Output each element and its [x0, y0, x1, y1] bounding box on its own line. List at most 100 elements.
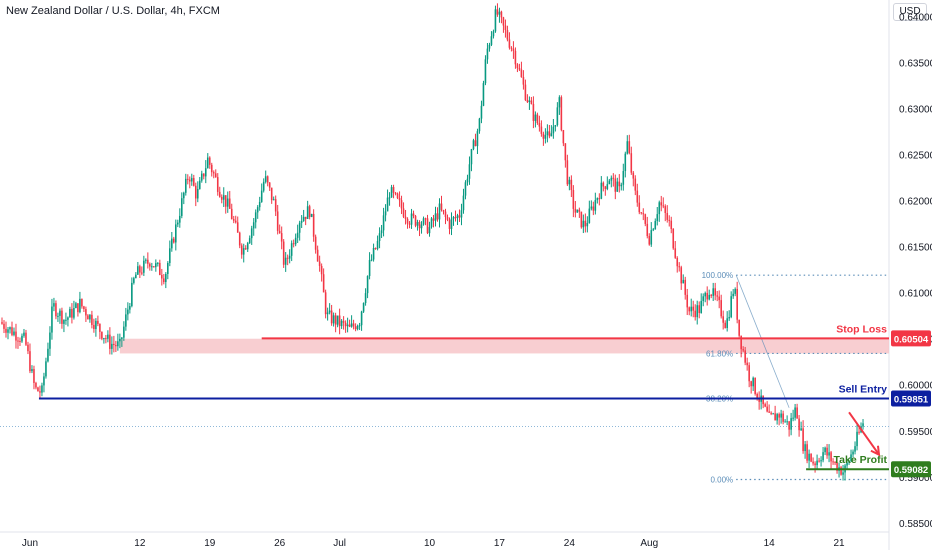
candle-body: [688, 307, 691, 312]
candle-body: [646, 223, 649, 237]
candle-body: [408, 223, 411, 225]
candle-body: [594, 200, 597, 211]
candle-body: [304, 216, 307, 219]
x-tick-label: Aug: [640, 538, 658, 549]
candle-body: [798, 418, 800, 431]
candle-body: [414, 215, 417, 226]
candle-body: [450, 218, 453, 229]
candle-body: [446, 216, 449, 220]
candle-body: [772, 413, 774, 415]
candle-body: [852, 451, 854, 455]
candle-body: [592, 206, 595, 211]
price-tag: [891, 461, 931, 478]
candle-body: [576, 209, 579, 213]
candle-body: [362, 302, 365, 312]
candle-body: [340, 320, 343, 327]
candle-body: [318, 261, 321, 266]
candle-body: [468, 164, 471, 179]
candle-body: [91, 314, 93, 325]
candle-body: [506, 30, 509, 40]
candle-body: [97, 320, 99, 324]
candle-body: [634, 178, 637, 191]
candle-body: [200, 173, 203, 181]
candle-body: [182, 192, 185, 199]
candle-body: [430, 218, 433, 228]
candle-body: [746, 362, 748, 366]
candle-body: [178, 215, 181, 223]
candle-body: [374, 247, 377, 249]
candle-body: [268, 182, 271, 188]
candle-body: [25, 332, 27, 345]
candle-body: [652, 229, 655, 231]
candle-body: [834, 461, 836, 463]
candle-body: [624, 153, 627, 172]
candle-body: [508, 39, 511, 48]
candle-body: [458, 215, 461, 218]
candle-body: [348, 324, 351, 327]
candle-body: [750, 381, 752, 387]
candle-body: [500, 11, 503, 18]
candle-body: [308, 206, 311, 217]
candle-body: [814, 463, 816, 466]
candle-body: [704, 292, 707, 297]
candle-body: [534, 114, 537, 121]
candle-body: [224, 195, 227, 207]
candle-body: [258, 201, 261, 208]
candle-body: [816, 460, 818, 466]
candle-body: [654, 221, 657, 230]
candle-body: [396, 193, 399, 199]
candle-body: [482, 83, 485, 106]
candle-body: [436, 213, 439, 220]
candle-body: [580, 211, 583, 228]
candle-body: [410, 213, 413, 225]
candle-body: [250, 228, 253, 239]
candle-body: [137, 266, 139, 275]
candle-body: [836, 462, 838, 471]
candle-body: [127, 309, 129, 315]
candle-body: [282, 241, 285, 265]
candle-body: [320, 265, 323, 275]
candle-body: [602, 182, 605, 187]
candle-body: [478, 118, 481, 132]
candle-body: [722, 316, 724, 323]
candle-body: [546, 131, 549, 136]
candle-body: [732, 293, 734, 297]
candle-body: [65, 319, 67, 321]
candle-body: [640, 212, 643, 214]
candle-body: [516, 64, 519, 69]
candle-body: [368, 260, 371, 276]
arrow-head: [870, 445, 881, 457]
candle-body: [514, 50, 517, 65]
candle-body: [620, 184, 623, 187]
candle-body: [818, 460, 820, 462]
candle-body: [180, 198, 183, 216]
candle-body: [424, 218, 427, 220]
candle-body: [810, 453, 812, 462]
candle-body: [7, 329, 9, 333]
y-tick-label: 0.62000: [899, 197, 932, 208]
candle-body: [190, 178, 193, 182]
candle-body: [714, 288, 716, 296]
candle-body: [824, 447, 826, 453]
candle-body: [600, 182, 603, 199]
candle-body: [306, 206, 309, 219]
candle-body: [840, 467, 842, 475]
price-tag-value: 0.59851: [894, 394, 929, 405]
candle-body: [452, 217, 455, 219]
candle-body: [79, 298, 81, 313]
candle-body: [830, 452, 832, 462]
candle-body: [716, 295, 718, 297]
candle-body: [710, 294, 712, 296]
candle-body: [370, 259, 373, 261]
candle-body: [155, 263, 157, 268]
candle-body: [226, 198, 229, 207]
candle-body: [15, 331, 17, 341]
fib-trend-line: [735, 275, 790, 408]
candle-body: [109, 334, 111, 349]
candle-body: [590, 206, 593, 209]
candle-body: [648, 236, 651, 245]
x-tick-label: 14: [764, 538, 776, 549]
currency-selector[interactable]: USD: [893, 3, 927, 21]
candle-body: [588, 208, 591, 223]
